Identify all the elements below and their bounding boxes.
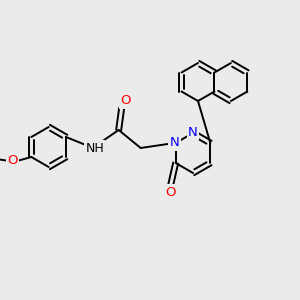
Text: N: N <box>170 136 180 149</box>
Text: N: N <box>188 125 198 139</box>
Text: O: O <box>120 94 131 107</box>
Text: O: O <box>7 154 18 167</box>
Text: NH: NH <box>85 142 104 154</box>
Text: O: O <box>165 185 176 199</box>
